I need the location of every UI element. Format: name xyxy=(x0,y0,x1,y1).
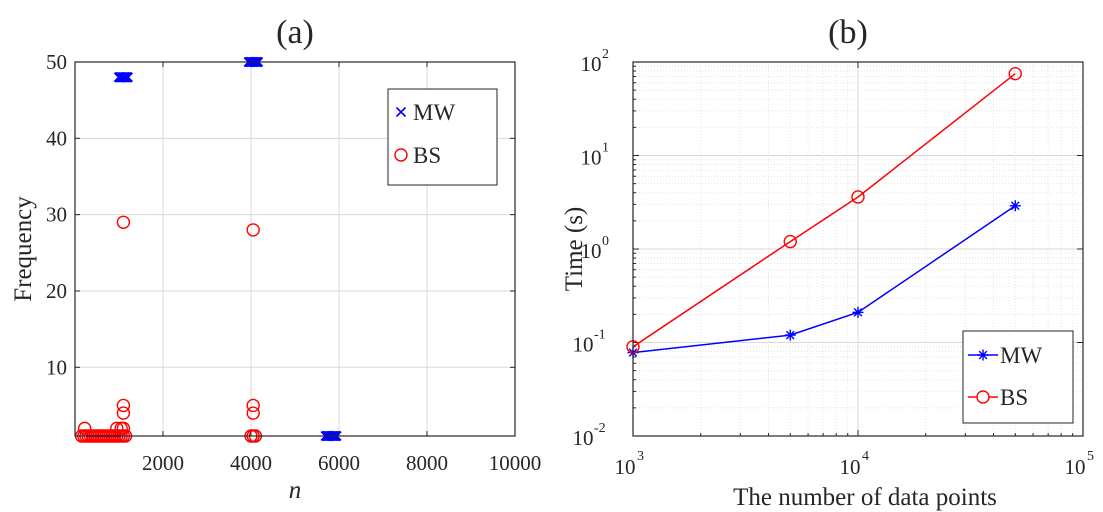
data-point-mw xyxy=(852,306,864,318)
y-tick-label-exponent: 0 xyxy=(602,234,609,249)
chart-title-a: (a) xyxy=(276,14,314,51)
y-tick-label: 10 xyxy=(46,355,67,379)
data-point-mw xyxy=(122,72,134,83)
legend-label-mw: MW xyxy=(1000,343,1042,368)
data-point-bs xyxy=(116,398,131,413)
y-axis-label-b: Time (s) xyxy=(561,207,588,292)
axes-box-a xyxy=(74,61,516,437)
y-tick-label-exponent: -2 xyxy=(594,421,606,436)
data-point-bs xyxy=(851,190,865,204)
x-tick-label-base: 10 xyxy=(1065,455,1086,479)
x-axis-label-a: n xyxy=(289,477,302,504)
y-tick-label-base: 10 xyxy=(573,426,594,450)
data-point-bs xyxy=(77,421,92,436)
y-tick-label-base: 10 xyxy=(573,333,594,357)
legend-label-mw: MW xyxy=(413,100,455,125)
y-tick-label-exponent: -1 xyxy=(594,328,606,343)
y-tick-label-base: 10 xyxy=(581,146,602,170)
data-point-bs xyxy=(116,406,131,420)
data-point-bs xyxy=(246,406,260,420)
chart-title-b: (b) xyxy=(828,14,868,51)
legend-marker-mw xyxy=(395,106,407,118)
data-point-mw xyxy=(1009,200,1021,212)
x-tick-label-exponent: 4 xyxy=(862,449,869,464)
y-tick-label: 40 xyxy=(46,126,67,150)
data-point-bs xyxy=(116,215,131,229)
x-tick-label: 10000 xyxy=(489,451,542,475)
legend-label-bs: BS xyxy=(1000,385,1028,410)
data-point-bs xyxy=(246,223,260,237)
legend-marker-bs xyxy=(394,148,408,162)
data-point-bs xyxy=(1008,66,1022,81)
x-tick-label-exponent: 3 xyxy=(637,449,644,464)
x-tick-label: 8000 xyxy=(406,451,448,475)
legend-a: MW BS xyxy=(387,88,498,186)
axes-box-b xyxy=(632,61,1084,437)
y-tick-label: 50 xyxy=(46,50,67,74)
x-tick-label-base: 10 xyxy=(615,455,636,479)
legend-label-bs: BS xyxy=(413,143,441,168)
panel-b: 10 3 10 4 10 510 -210 -110 010 110 2(b)The number … xyxy=(561,14,1094,511)
series-line-mw xyxy=(632,205,1016,354)
x-tick-label-exponent: 5 xyxy=(1087,449,1094,464)
data-point-bs xyxy=(246,398,260,413)
y-tick-label-exponent: 2 xyxy=(602,47,609,62)
panel-a: 2000 4000 6000 8000 10000 10 20 30 40 50 (a) n Frequ… xyxy=(10,14,541,504)
y-tick-label: 20 xyxy=(46,279,67,303)
data-point-mw xyxy=(784,329,796,341)
legend-marker-mw xyxy=(977,349,989,361)
data-point-bs xyxy=(110,421,124,436)
legend-box-a xyxy=(387,88,498,186)
x-tick-label-base: 10 xyxy=(840,455,861,479)
y-tick-label-base: 10 xyxy=(581,52,602,76)
x-tick-label: 4000 xyxy=(230,451,272,475)
series-bs xyxy=(626,66,1022,354)
x-axis-label-b: The number of data points xyxy=(733,484,997,511)
legend-box-b xyxy=(962,330,1074,424)
y-tick-label: 30 xyxy=(46,203,67,227)
legend-marker-bs xyxy=(976,390,990,404)
x-tick-label: 2000 xyxy=(142,451,184,475)
x-tick-label: 6000 xyxy=(318,451,360,475)
series-line-bs xyxy=(632,73,1016,348)
legend-b: MW BS xyxy=(962,330,1074,424)
data-point-bs xyxy=(116,421,131,436)
y-tick-label-exponent: 1 xyxy=(602,141,609,156)
y-tick-label-base: 10 xyxy=(581,239,602,263)
data-point-bs xyxy=(783,234,797,249)
y-axis-label-a: Frequency xyxy=(10,196,37,302)
